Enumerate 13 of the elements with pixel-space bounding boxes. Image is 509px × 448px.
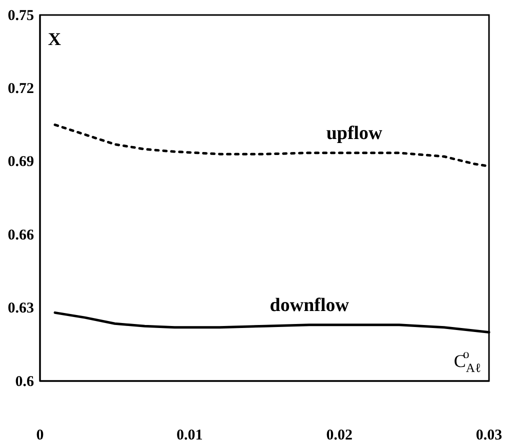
y-tick-label: 0.6 <box>15 374 34 390</box>
y-tick-label: 0.72 <box>8 81 34 97</box>
y-tick-label: 0.75 <box>8 8 34 24</box>
y-axis-title: X <box>48 29 61 49</box>
x-tick-label: 0 <box>36 428 44 444</box>
x-tick-label: 0.03 <box>476 428 502 444</box>
y-tick-label: 0.69 <box>8 154 34 170</box>
x-tick-label: 0.01 <box>176 428 203 444</box>
series-label: upflow <box>326 122 383 144</box>
y-tick-label: 0.63 <box>8 300 34 317</box>
y-tick-label: 0.66 <box>8 227 34 244</box>
x-tick-label: 0.02 <box>326 428 352 444</box>
series-label: downflow <box>270 294 350 316</box>
